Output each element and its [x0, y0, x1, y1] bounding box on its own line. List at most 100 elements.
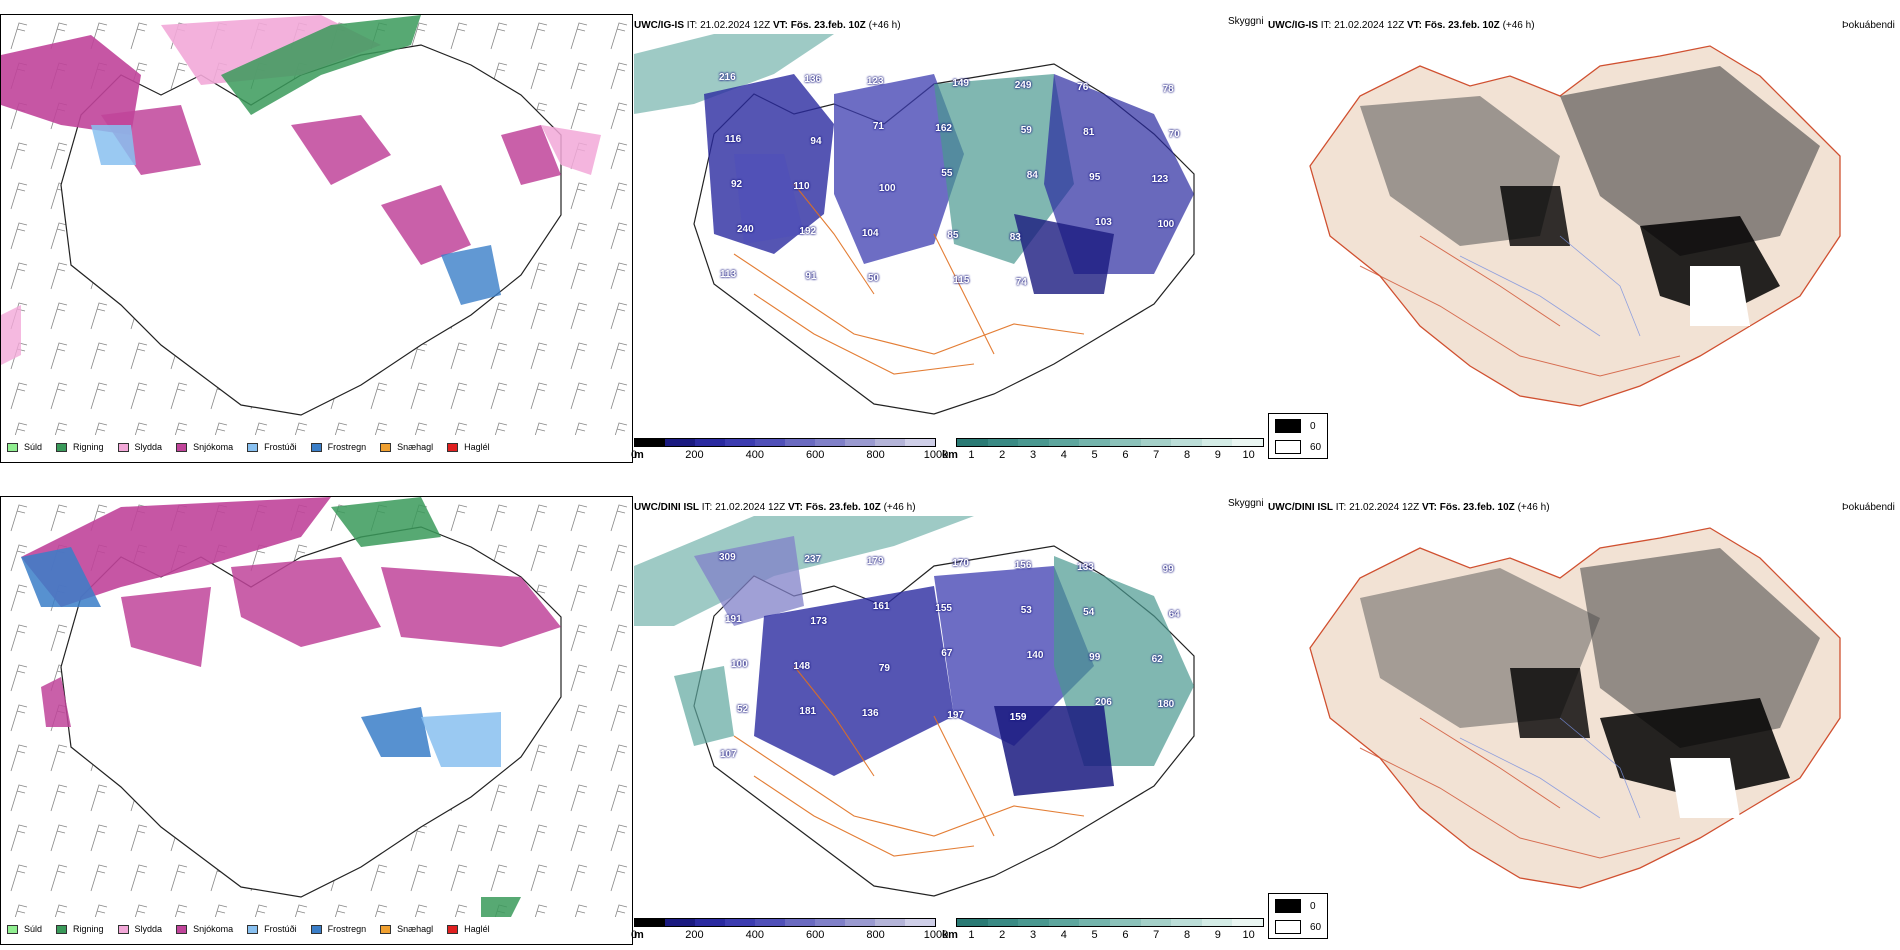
visibility-value-label: 59: [1020, 125, 1032, 136]
colorbar-segment: [635, 439, 665, 446]
legend-item-sleet: Slydda: [117, 924, 162, 934]
legend-swatch: [247, 924, 259, 934]
colorbar-segment: [1018, 919, 1049, 926]
colorbar-segment: [1048, 439, 1080, 446]
visibility-value-label: 54: [1083, 607, 1095, 618]
colorbar-segment: [1232, 439, 1263, 446]
visibility-value-label: 92: [731, 179, 743, 190]
colorbar-segment: [845, 919, 875, 926]
visibility-value-label: 249: [1014, 80, 1032, 91]
colorbar-tick-label: 7: [1153, 449, 1160, 461]
colorbar-segment: [815, 439, 845, 446]
colorbar-segment: [1109, 439, 1141, 446]
colorbar-segment: [755, 919, 785, 926]
colorbar-segment: [755, 439, 785, 446]
colorbar-segment: [665, 919, 695, 926]
visibility-value-label: 52: [737, 704, 749, 715]
colorbar-segment: [695, 439, 725, 446]
legend-item-freezing-drizzle: Frostúði: [247, 442, 297, 452]
colorbar-tick-label: 8: [1183, 449, 1191, 461]
visibility-value-label: 78: [1162, 84, 1174, 95]
colorbar-segment: [1171, 919, 1202, 926]
colorbar-tick-label: 0: [630, 449, 638, 461]
visibility-value-label: 309: [719, 552, 736, 563]
colorbar-segment: [815, 919, 845, 926]
visibility-colorbar-km-bottom: [956, 918, 1264, 927]
visibility-value-label: 100: [731, 659, 748, 670]
legend-item-freezing-drizzle: Frostúði: [247, 924, 297, 934]
colorbar-segment: [1079, 919, 1110, 926]
legend-item-snow-pellets: Snæhagl: [380, 924, 433, 934]
colorbar-tick-label: 400: [745, 929, 764, 941]
legend-swatch: [7, 924, 18, 934]
colorbar-tick-label: 10: [1242, 449, 1255, 461]
colorbar-segment: [785, 919, 815, 926]
legend-swatch: [247, 442, 259, 452]
legend-item-rain: Rigning: [56, 924, 104, 934]
colorbar-segment: [785, 439, 815, 446]
visibility-value-label: 197: [947, 710, 964, 721]
visibility-value-label: 133: [1077, 562, 1094, 573]
legend-swatch: [447, 442, 459, 452]
colorbar-unit: m: [634, 929, 644, 941]
colorbar-tick-label: 800: [866, 449, 885, 461]
colorbar-segment: [725, 439, 755, 446]
cloud-map-bottom: [1309, 527, 1841, 889]
visibility-value-label: 140: [1026, 650, 1044, 661]
panel-variable-label: Þokuábendi: [1842, 20, 1895, 31]
colorbar-tick-label: 4: [1060, 449, 1067, 461]
visibility-value-label: 123: [1151, 174, 1169, 185]
colorbar-tick-label: 3: [1029, 449, 1037, 461]
visibility-value-label: 192: [799, 226, 817, 237]
legend-swatch: [1275, 920, 1301, 934]
visibility-value-label: 55: [941, 168, 953, 179]
visibility-value-label: 173: [810, 616, 828, 627]
colorbar-tick-label: 6: [1122, 929, 1129, 941]
visibility-value-label: 85: [947, 230, 959, 241]
visibility-value-label: 99: [1089, 652, 1101, 663]
panel-variable-label: Skyggni: [1228, 498, 1264, 509]
precip-legend-top: Súld Rigning Slydda Snjókoma Frostúði Fr…: [7, 442, 504, 452]
legend-swatch: [310, 442, 322, 452]
legend-item-sleet: Slydda: [117, 442, 162, 452]
visibility-value-label: 116: [725, 134, 742, 145]
visibility-value-label: 50: [867, 273, 879, 284]
visibility-value-label: 148: [793, 661, 811, 672]
colorbar-tick-label: 5: [1091, 449, 1098, 461]
visibility-value-label: 110: [793, 181, 810, 192]
legend-swatch: [310, 924, 322, 934]
colorbar-tick-label: 200: [685, 929, 704, 941]
legend-item-hail: Haglél: [447, 442, 490, 452]
colorbar-tick-label: 1000: [923, 929, 949, 941]
colorbar-segment: [875, 919, 905, 926]
legend-item-freezing-rain: Frostregn: [310, 924, 366, 934]
cloud-legend-top: 0 60: [1268, 413, 1328, 459]
colorbar-tick-label: 600: [806, 929, 825, 941]
colorbar-segment: [905, 439, 935, 446]
colorbar-segment: [905, 919, 935, 926]
visibility-value-label: 240: [737, 224, 754, 235]
visibility-value-label: 83: [1009, 232, 1021, 243]
visibility-value-label: 136: [804, 74, 822, 85]
precip-map-top: [1, 15, 632, 435]
visibility-value-label: 81: [1083, 127, 1095, 138]
visibility-value-label: 62: [1151, 654, 1163, 665]
precip-map-frame: Súld Rigning Slydda Snjókoma Frostúði Fr…: [0, 14, 633, 463]
visibility-value-label: 71: [872, 121, 884, 132]
legend-item-snow-pellets: Snæhagl: [380, 442, 433, 452]
legend-swatch: [176, 924, 188, 934]
visibility-map-bottom: [634, 516, 1195, 897]
panel-title: UWC/DINI ISL IT: 21.02.2024 12Z VT: Fös.…: [634, 502, 916, 513]
colorbar-segment: [1201, 439, 1233, 446]
colorbar-tick-label: 5: [1091, 929, 1098, 941]
visibility-value-label: 156: [1014, 560, 1032, 571]
panel-title: UWC/DINI ISL IT: 21.02.2024 12Z VT: Fös.…: [1268, 502, 1550, 513]
precip-map-bottom: [1, 497, 632, 917]
visibility-value-label: 206: [1095, 697, 1112, 708]
colorbar-tick-label: 1: [968, 929, 975, 941]
colorbar-tick-label: 200: [685, 449, 704, 461]
legend-item-freezing-rain: Frostregn: [310, 442, 366, 452]
visibility-value-label: 76: [1077, 82, 1089, 93]
colorbar-unit: m: [634, 449, 644, 461]
legend-swatch: [380, 924, 392, 934]
